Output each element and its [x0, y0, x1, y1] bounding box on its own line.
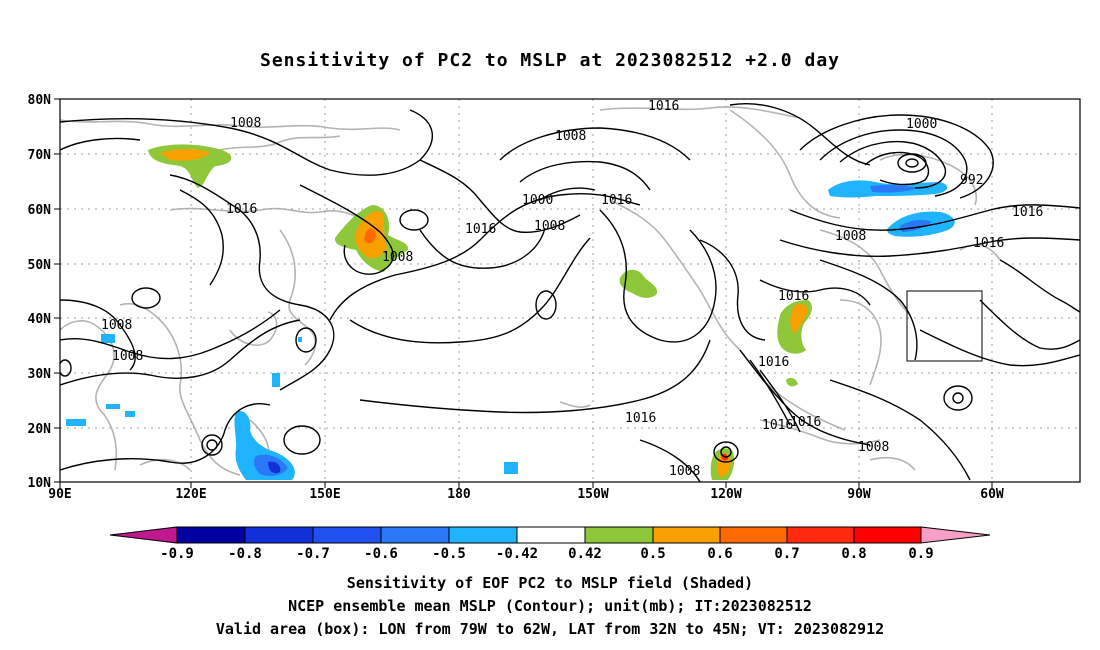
shade-speck-7 [504, 462, 518, 474]
colorbar-bin [584, 526, 654, 544]
lon-label: 180 [447, 487, 471, 502]
plot-frame [59, 98, 1081, 483]
colorbar-tick: 0.42 [568, 546, 602, 562]
contour-label: 1016 [762, 418, 793, 433]
colorbar-tick: -0.8 [228, 546, 262, 562]
lat-labels: 80N 70N 60N 50N 40N 30N 20N 10N [28, 93, 52, 491]
shade-speck-3 [125, 411, 135, 417]
colorbar-bin [853, 526, 922, 544]
shade-speck-6 [298, 337, 302, 342]
contour-label: 1016 [648, 99, 679, 114]
colorbar-low-end [109, 526, 178, 544]
contour-label: 1016 [601, 193, 632, 208]
lat-label: 80N [28, 93, 52, 108]
shade-speck-1 [101, 334, 115, 343]
contour-label: 1016 [465, 222, 496, 237]
contour-label: 1008 [858, 440, 889, 455]
shade-baja-core [790, 304, 808, 334]
colorbar-tick: 0.6 [707, 546, 732, 562]
colorbar-tick: -0.6 [364, 546, 398, 562]
contour-label: 1008 [112, 349, 143, 364]
colorbar-bin [380, 526, 450, 544]
colorbar-tick: -0.42 [496, 546, 538, 562]
lat-label: 70N [28, 148, 52, 163]
contour-label: 1008 [534, 219, 565, 234]
contour-label: 1008 [382, 250, 413, 265]
colorbar-tick: 0.7 [774, 546, 799, 562]
contour-label: 992 [960, 173, 983, 188]
contour-label: 1008 [101, 318, 132, 333]
colorbar-high-end [920, 526, 991, 544]
shade-baja-small [786, 377, 798, 387]
coastlines [60, 106, 1001, 476]
colorbar-bin [176, 526, 246, 544]
sensitivity-shading [66, 144, 955, 480]
colorbar-tick: -0.7 [296, 546, 330, 562]
colorbar-bin [516, 526, 586, 544]
contour-label: 1008 [669, 464, 700, 479]
colorbar-bin [719, 526, 788, 544]
contour-label: 1016 [758, 355, 789, 370]
caption-shaded: Sensitivity of EOF PC2 to MSLP field (Sh… [346, 574, 754, 592]
colorbar-tick: 0.8 [841, 546, 866, 562]
lon-label: 90W [847, 487, 871, 502]
shade-greenland-core [870, 184, 918, 193]
shade-speck-4 [66, 419, 86, 426]
lat-label: 20N [28, 422, 52, 437]
colorbar-tick: -0.5 [432, 546, 466, 562]
contour-label: 1016 [1012, 205, 1043, 220]
lat-label: 10N [28, 476, 52, 491]
colorbar-ticks: -0.9 -0.8 -0.7 -0.6 -0.5 -0.42 0.42 0.5 … [160, 546, 934, 562]
shade-speck-5 [272, 373, 280, 387]
lon-label: 90E [48, 487, 71, 502]
colorbar-bin [312, 526, 382, 544]
lon-label: 150W [577, 487, 608, 502]
lon-label: 120W [710, 487, 741, 502]
map-title: Sensitivity of PC2 to MSLP at 2023082512… [259, 50, 840, 71]
contour-label: 1016 [778, 289, 809, 304]
contour-label: 1016 [973, 236, 1004, 251]
contour-label: 1008 [230, 116, 261, 131]
colorbar-bin [652, 526, 721, 544]
contour-labels: 1016 1008 1016 1008 1008 1008 1008 1016 … [101, 99, 1043, 479]
caption-contour: NCEP ensemble mean MSLP (Contour); unit(… [288, 597, 812, 615]
shade-philippine-peak [268, 461, 281, 474]
valid-area-box [906, 290, 983, 362]
colorbar-tick: 0.5 [640, 546, 665, 562]
contour-label: 1016 [226, 202, 257, 217]
lon-label: 60W [980, 487, 1004, 502]
lat-label: 60N [28, 203, 52, 218]
mslp-contours [60, 103, 1080, 482]
contour-label: 1008 [555, 129, 586, 144]
lat-label: 50N [28, 258, 52, 273]
lon-label: 150E [309, 487, 340, 502]
contour-label: 1000 [522, 193, 553, 208]
colorbar-bin [448, 526, 518, 544]
shade-siberia-core [160, 149, 210, 161]
shade-kamchatka-peak [364, 228, 376, 244]
lat-label: 30N [28, 367, 52, 382]
colorbar-tick: -0.9 [160, 546, 194, 562]
lat-label: 40N [28, 312, 52, 327]
lon-label: 120E [175, 487, 206, 502]
colorbar-bin [244, 526, 314, 544]
axis-ticks [54, 98, 993, 488]
caption-valid-area: Valid area (box): LON from 79W to 62W, L… [215, 620, 885, 638]
contour-label: 1016 [790, 415, 821, 430]
colorbar-tick: 0.9 [908, 546, 933, 562]
shade-pacific-green [619, 269, 658, 298]
colorbar-bin [786, 526, 855, 544]
lon-labels: 90E 120E 150E 180 150W 120W 90W 60W [48, 487, 1004, 502]
contour-label: 1000 [906, 117, 937, 132]
graticule [60, 99, 1080, 482]
contour-label: 1016 [625, 411, 656, 426]
colorbar [109, 526, 991, 544]
contour-label: 1008 [835, 229, 866, 244]
shade-speck-2 [106, 404, 120, 409]
